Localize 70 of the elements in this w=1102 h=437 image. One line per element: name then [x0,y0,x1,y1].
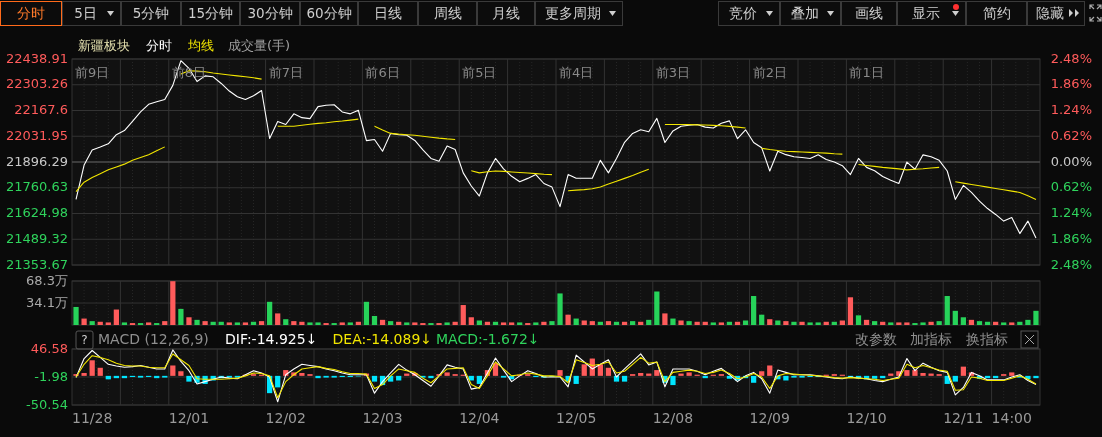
text: MACD:-1.672↓ [436,331,540,347]
text: 显示 [911,5,940,21]
text: 叠加 [790,5,819,21]
y-tick-label: -50.54 [26,396,68,412]
text: 换指标 [966,331,1008,347]
y-tick-label: 21896.29 [5,153,68,169]
y2-tick-label: 0.62% [1050,127,1092,143]
y-tick-label: 46.58 [30,340,68,356]
text: 月线 [492,5,520,21]
text: 加指标 [910,331,952,347]
y-tick-label: 22167.6 [14,102,68,117]
series-label: DIF:-14.925↓ [225,331,318,347]
y-tick-label: 22031.95 [5,127,68,143]
annotation: 前2日 [752,64,787,80]
y-tick-label: 22438.91 [5,50,68,66]
text: 改参数 [855,331,897,347]
annotation: 前5日 [462,64,497,80]
text: 5分钟 [132,5,170,21]
help-icon: ? [75,330,94,350]
y-tick-label: 22303.26 [5,76,68,92]
y-tick-label: 21353.67 [5,256,68,272]
y-tick-label: -1.98 [34,368,68,384]
annotation: 前9日 [75,64,110,80]
y2-tick-label: 2.48% [1050,50,1092,66]
text: 成交量(手) [228,37,291,53]
y2-tick-label: 0.62% [1050,179,1092,195]
x-tick-label: 14:00 [991,410,1032,426]
text: 分时 [17,5,45,21]
text: 15分钟 [187,5,234,21]
text: 简约 [982,5,1011,21]
text: 画线 [855,5,883,21]
x-tick-label: 12/03 [362,410,403,426]
annotation: 前4日 [559,64,594,80]
x-tick-label: 11/28 [71,410,113,426]
text: 隐藏 [1036,5,1064,21]
series-label: 均线 [187,37,214,53]
y-tick-label: 21489.32 [5,230,68,246]
chart-title: 新疆板块 [78,37,130,53]
x-tick-label: 12/10 [846,410,887,426]
text: 30分钟 [247,5,293,21]
x-tick-label: 12/05 [555,410,597,426]
y2-tick-label: 1.86% [1050,230,1092,246]
annotation: 前1日 [849,64,884,80]
y-tick-label: 34.1万 [26,294,68,310]
x-tick-label: 12/08 [652,410,694,426]
x-tick-label: 12/09 [749,410,790,426]
x-tick-label: 12/11 [943,410,984,426]
text: 60分钟 [306,5,352,21]
y2-tick-label: 1.24% [1050,205,1092,220]
x-tick-label: 12/01 [168,410,210,426]
series-label: 分时 [146,37,172,53]
y2-tick-label: 2.48% [1050,256,1092,272]
y2-tick-label: 0.00% [1050,153,1092,169]
text: 竞价 [729,5,757,21]
text: 5日 [74,5,97,21]
y-tick-label: 21624.98 [5,205,68,220]
annotation: 前7日 [268,64,303,80]
series-label: DEA:-14.089↓ [332,331,433,347]
text: 周线 [433,5,462,21]
y-tick-label: 68.3万 [26,272,68,288]
x-tick-label: 12/04 [459,410,500,426]
text: 日线 [374,5,402,21]
chart-title: MACD (12,26,9) [98,331,209,347]
annotation: 前6日 [365,64,400,80]
y2-tick-label: 1.24% [1050,102,1092,117]
x-tick-label: 12/02 [265,410,306,426]
y-tick-label: 21760.63 [5,179,68,195]
annotation: 前3日 [655,64,691,80]
y2-tick-label: 1.86% [1050,76,1092,92]
text: 更多周期 [545,5,601,21]
